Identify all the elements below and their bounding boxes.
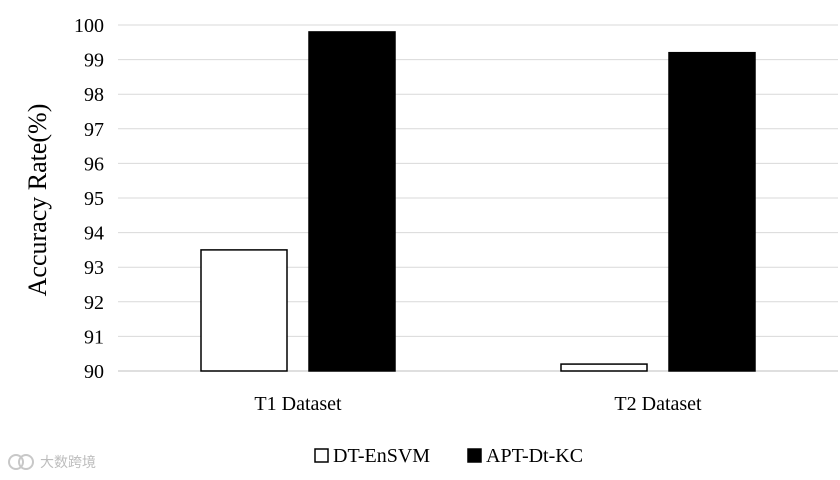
y-tick-labels: 90 91 92 93 94 95 96 97 98 99 100 <box>74 15 104 383</box>
y-tick-label: 95 <box>84 188 104 210</box>
y-tick-label: 100 <box>74 15 104 37</box>
y-tick-label: 96 <box>84 153 104 175</box>
y-tick-label: 94 <box>84 223 104 245</box>
y-tick-label: 97 <box>84 119 104 141</box>
watermark: 大数跨境 <box>8 454 96 471</box>
watermark-text: 大数跨境 <box>40 455 96 471</box>
y-tick-label: 99 <box>84 50 104 72</box>
bar-dt-ensvm-1 <box>200 249 288 372</box>
bar-apt-dt-kc-1 <box>308 31 396 372</box>
y-tick-label: 90 <box>84 361 104 383</box>
legend-swatch <box>314 448 329 463</box>
link-logo-icon <box>8 454 34 470</box>
legend: DT-EnSVM APT-Dt-KC <box>314 445 583 467</box>
x-category-label: T2 Dataset <box>614 393 702 415</box>
x-category-labels: T1 Dataset T2 Dataset <box>254 393 702 415</box>
legend-label: DT-EnSVM <box>333 445 430 467</box>
x-category-label: T1 Dataset <box>254 393 342 415</box>
y-tick-label: 91 <box>84 326 104 348</box>
legend-swatch <box>467 448 482 463</box>
y-axis-label: Accuracy Rate(%) <box>23 104 52 297</box>
bars <box>200 31 756 372</box>
y-tick-label: 98 <box>84 84 104 106</box>
legend-label: APT-Dt-KC <box>486 445 583 467</box>
y-tick-label: 93 <box>84 257 104 279</box>
y-tick-label: 92 <box>84 292 104 314</box>
bar-dt-ensvm-2 <box>560 363 648 372</box>
bar-apt-dt-kc-2 <box>668 51 756 372</box>
